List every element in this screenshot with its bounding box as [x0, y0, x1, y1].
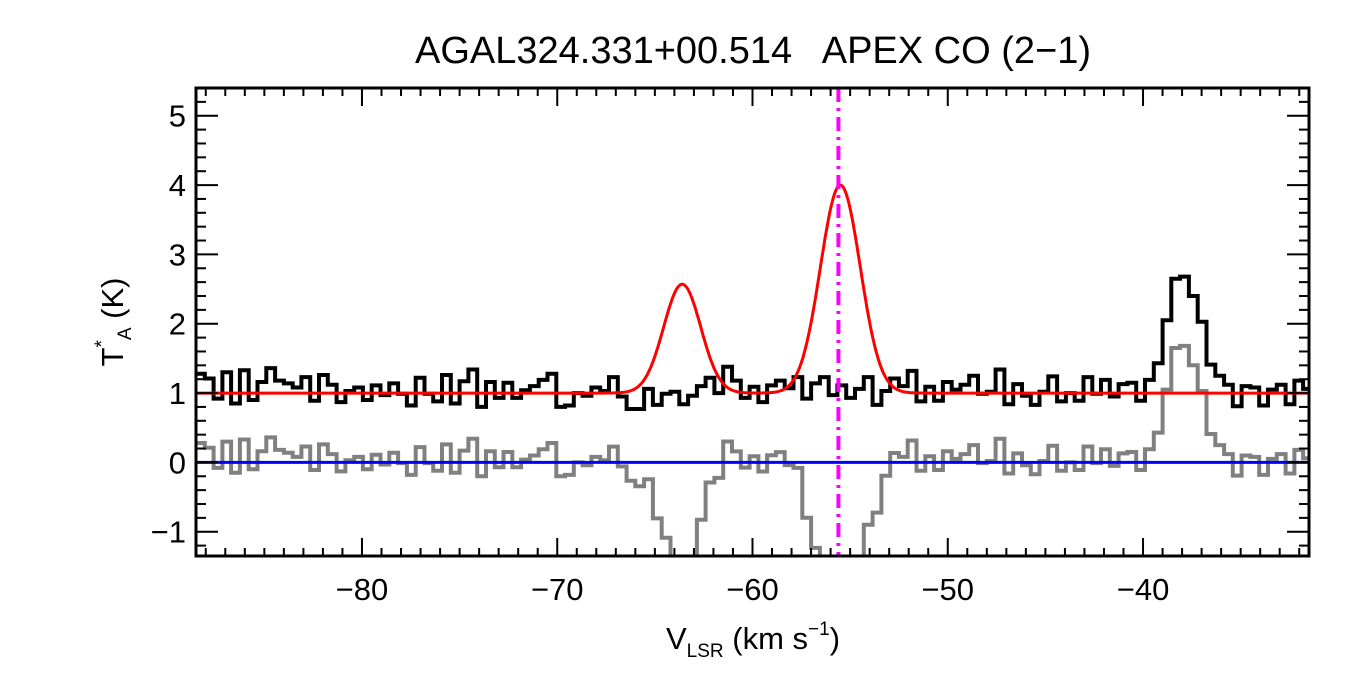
y-tick-label: 5 [169, 99, 186, 134]
y-axis-label: T*A (K) [92, 278, 136, 367]
plot-frame [194, 86, 1311, 558]
residual-trace [196, 343, 1309, 556]
y-tick-label: −1 [151, 515, 186, 550]
x-tick-label: −60 [726, 572, 779, 607]
y-tick-label: 1 [169, 376, 186, 411]
y-axis: −1 0 1 2 3 4 5 [151, 87, 1309, 550]
spectrum-trace [196, 274, 1309, 411]
x-axis: −80 −70 −60 −50 −40 [204, 88, 1301, 607]
x-axis-label: VLSR (km s−1) [666, 619, 840, 662]
gaussian-fit-curve [196, 183, 1309, 395]
y-tick-label: 2 [169, 307, 186, 342]
y-tick-label: 4 [169, 168, 186, 203]
x-tick-label: −50 [921, 572, 974, 607]
y-tick-label: 0 [169, 445, 186, 480]
y-tick-label: 3 [169, 237, 186, 272]
chart-title: AGAL324.331+00.514 APEX CO (2−1) [415, 30, 1091, 72]
x-tick-label: −80 [336, 572, 389, 607]
x-tick-label: −70 [531, 572, 584, 607]
x-tick-label: −40 [1117, 572, 1170, 607]
